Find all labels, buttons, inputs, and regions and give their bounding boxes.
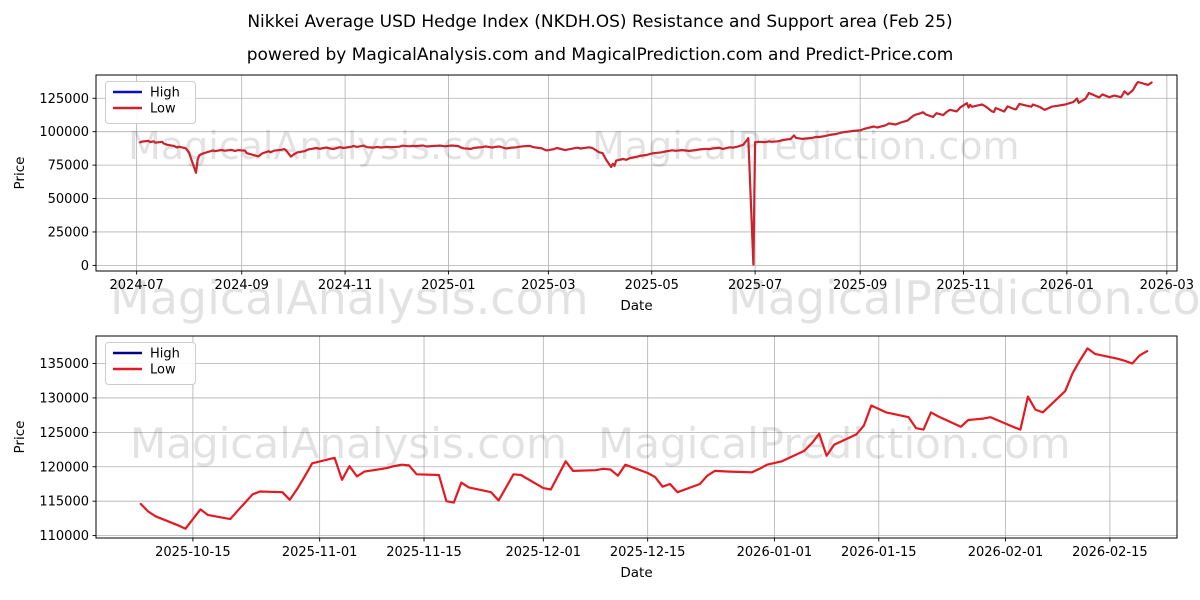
watermark-text: MagicalAnalysis.com [130, 419, 567, 468]
y-tick-label: 115000 [39, 495, 89, 510]
x-tick-label: 2025-10-15 [155, 545, 231, 560]
bottom-chart-frame [95, 335, 1178, 539]
top-chart-ylabel: Price [12, 157, 28, 190]
x-tick-label: 2026-02-01 [968, 545, 1044, 560]
x-tick-label: 2024-11 [318, 278, 372, 293]
x-tick-label: 2025-11-01 [282, 545, 358, 560]
y-tick-label: 100000 [39, 125, 89, 140]
top-chart-xlabel: Date [620, 298, 652, 314]
y-tick-label: 50000 [48, 192, 89, 207]
y-tick-label: 125000 [39, 92, 89, 107]
y-tick-label: 25000 [48, 225, 89, 240]
x-tick-label: 2025-12-15 [610, 545, 686, 560]
x-tick-label: 2026-01-01 [737, 545, 813, 560]
y-tick-label: 120000 [39, 460, 89, 475]
x-tick-label: 2024-09 [215, 278, 269, 293]
bottom-chart: 2025-10-15 2025-11-01 2025-11-15 2025-12-01… [12, 335, 1178, 581]
top-chart-grid [96, 75, 1177, 271]
bottom-chart-low-line [139, 347, 1149, 530]
top-chart-x-axis: 2024-07 2024-09 2024-11 2025-01 2025-03 2025-… [110, 271, 1194, 293]
x-tick-label: 2025-11 [936, 278, 990, 293]
bottom-chart-grid [96, 336, 1177, 538]
y-tick-label: 125000 [39, 426, 89, 441]
y-tick-label: 0 [81, 259, 89, 274]
watermark-text: MagicalAnalysis.com [110, 271, 589, 325]
top-chart-low-line [139, 80, 1153, 266]
x-tick-label: 2025-09 [833, 278, 887, 293]
x-tick-label: 2026-03 [1140, 278, 1194, 293]
y-tick-label: 130000 [39, 391, 89, 406]
watermark-text: MagicalAnalysis.com [128, 124, 523, 168]
top-chart: 2024-07 2024-09 2024-11 2025-01 2025-03 2025-… [12, 74, 1194, 314]
legend-label-high: High [150, 86, 180, 101]
legend-label-high: High [150, 347, 180, 362]
x-tick-label: 2025-07 [728, 278, 782, 293]
x-tick-label: 2026-01-15 [841, 545, 917, 560]
top-chart-y-axis: 0 25000 50000 75000 100000 125000 [39, 92, 96, 274]
x-tick-label: 2025-12-01 [506, 545, 582, 560]
legend-label-low: Low [150, 102, 176, 117]
x-tick-label: 2025-01 [421, 278, 475, 293]
watermark: MagicalAnalysis.com MagicalPrediction.com… [110, 124, 1200, 468]
x-tick-label: 2025-05 [625, 278, 679, 293]
watermark-text: MagicalPrediction.com [728, 271, 1200, 325]
y-tick-label: 110000 [39, 529, 89, 544]
chart-subtitle: powered by MagicalAnalysis.com and Magic… [246, 45, 954, 65]
bottom-chart-y-axis: 110000 115000 120000 125000 130000 135000 [39, 357, 96, 544]
top-chart-frame [95, 74, 1178, 272]
y-tick-label: 75000 [48, 159, 89, 174]
y-tick-label: 135000 [39, 357, 89, 372]
bottom-chart-x-axis: 2025-10-15 2025-11-01 2025-11-15 2025-12-01… [155, 538, 1148, 560]
x-tick-label: 2025-11-15 [386, 545, 462, 560]
bottom-chart-ylabel: Price [12, 421, 28, 454]
chart-title: Nikkei Average USD Hedge Index (NKDH.OS)… [247, 12, 953, 32]
bottom-chart-xlabel: Date [620, 565, 652, 581]
legend-label-low: Low [150, 363, 176, 378]
x-tick-label: 2026-02-15 [1072, 545, 1148, 560]
x-tick-label: 2026-01 [1040, 278, 1094, 293]
watermark-text: MagicalPrediction.com [592, 124, 1020, 168]
x-tick-label: 2024-07 [110, 278, 164, 293]
x-tick-label: 2025-03 [521, 278, 575, 293]
